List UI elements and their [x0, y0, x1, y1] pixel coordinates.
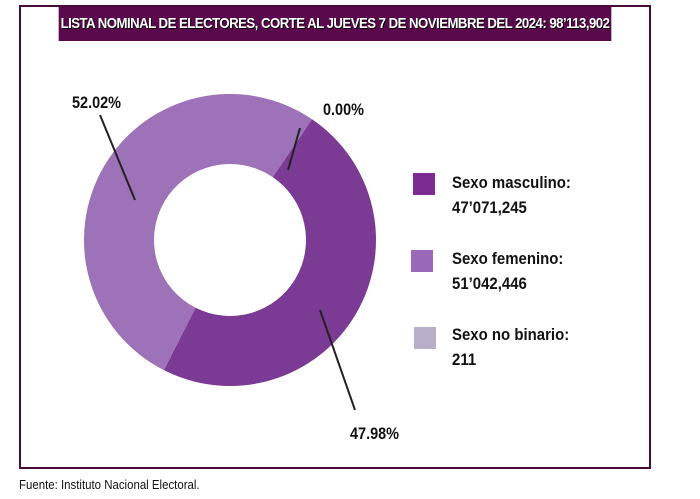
legend-label: Sexo no binario: [452, 325, 570, 344]
source-note: Fuente: Instituto Nacional Electoral. [19, 477, 200, 492]
leader-line-masculino [319, 309, 356, 411]
legend-swatch-no-binario [414, 327, 436, 349]
leader-line-femenino [99, 114, 136, 201]
legend-value: 211 [452, 350, 477, 369]
chart-title: LISTA NOMINAL DE ELECTORES, CORTE AL JUE… [58, 7, 612, 41]
label-femenino: 52.02% [72, 93, 122, 112]
legend-item-no-binario: Sexo no binario: 211 [452, 322, 569, 372]
label-no-binario: 0.00% [323, 100, 364, 119]
legend-label: Sexo masculino: [452, 173, 571, 192]
slice-femenino [84, 94, 313, 371]
label-masculino: 47.98% [350, 424, 400, 443]
legend-label: Sexo femenino: [452, 249, 564, 268]
legend-value: 51’042,446 [452, 274, 527, 293]
legend-item-masculino: Sexo masculino: 47’071,245 [452, 170, 571, 220]
chart-frame: LISTA NOMINAL DE ELECTORES, CORTE AL JUE… [19, 5, 651, 469]
legend-value: 47’071,245 [452, 198, 527, 217]
leader-line-no-binario [287, 127, 301, 171]
legend-swatch-femenino [411, 250, 433, 272]
legend-item-femenino: Sexo femenino: 51’042,446 [452, 246, 563, 296]
legend-swatch-masculino [413, 173, 435, 195]
